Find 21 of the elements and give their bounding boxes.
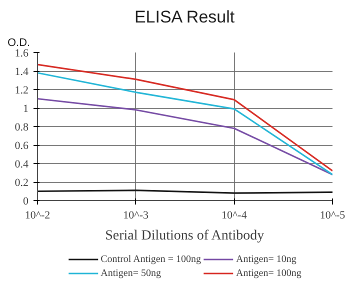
legend-label: Antigen= 10ng — [236, 253, 296, 265]
line-series — [38, 98, 332, 176]
x-tick-label: 10^-5 — [320, 210, 346, 222]
y-tick-label: 0.8 — [14, 122, 29, 134]
y-tick-label: 1 — [23, 103, 28, 115]
y-tick-label: 1.6 — [14, 48, 29, 60]
x-tick-label: 10^-3 — [123, 210, 149, 222]
x-tick-label: 10^-4 — [222, 210, 248, 222]
y-tick-label: 0.2 — [14, 177, 28, 189]
y-tick-label: 0 — [23, 196, 29, 208]
y-tick-label: 0.4 — [14, 158, 29, 170]
y-tick-label: 0.6 — [14, 140, 29, 152]
x-axis-title: Serial Dilutions of Antibody — [105, 228, 264, 244]
legend-label: Control Antigen = 100ng — [100, 253, 202, 265]
chart-title: ELISA Result — [134, 8, 235, 26]
y-axis-title: O.D. — [8, 37, 30, 49]
x-tick-label: 10^-2 — [24, 210, 50, 222]
legend-label: Antigen= 100ng — [236, 267, 302, 279]
y-tick-label: 1.4 — [14, 66, 29, 78]
legend-label: Antigen= 50ng — [100, 267, 161, 279]
y-tick-label: 1.2 — [14, 84, 28, 96]
